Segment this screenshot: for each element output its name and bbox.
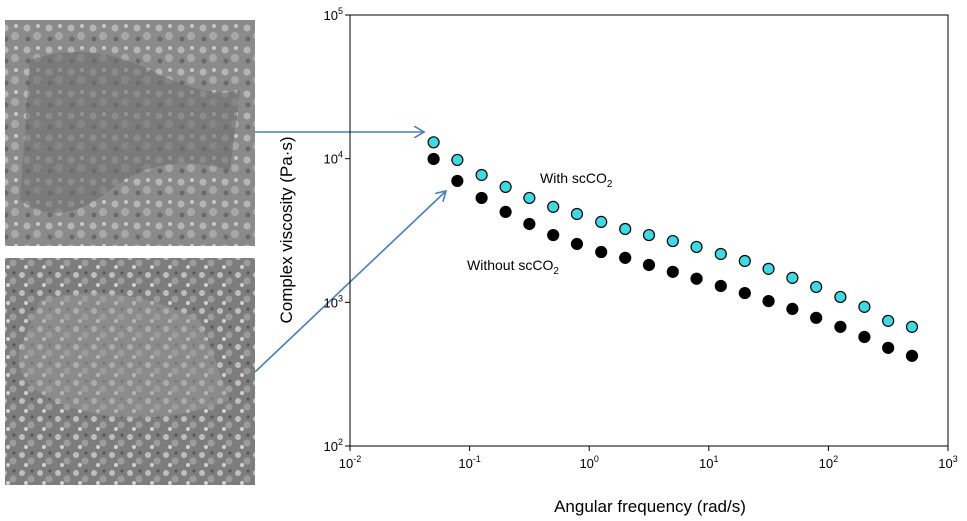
data-point: [523, 217, 536, 231]
sem-shade: [18, 293, 230, 418]
data-point: [547, 228, 560, 242]
data-point: [642, 258, 656, 272]
data-point: [451, 174, 464, 188]
data-point: [810, 311, 823, 324]
x-tick-label: 100: [579, 454, 598, 471]
data-point: [786, 271, 799, 284]
y-tick-label: 105: [324, 6, 343, 23]
data-point: [762, 262, 775, 275]
data-point: [786, 302, 799, 316]
data-point: [595, 245, 608, 259]
data-point: [690, 240, 703, 254]
x-tick-label: 102: [819, 454, 838, 471]
x-tick-label: 10-2: [339, 454, 361, 471]
data-point: [882, 314, 895, 327]
data-point: [810, 280, 823, 294]
data-point: [499, 180, 512, 194]
data-point: [762, 294, 775, 308]
data-point: [882, 341, 895, 354]
data-point: [905, 320, 919, 333]
x-tick-label: 103: [938, 454, 957, 471]
data-point: [666, 265, 679, 278]
data-point: [427, 136, 440, 149]
x-axis-label: Angular frequency (rad/s): [554, 497, 746, 516]
data-point: [834, 320, 847, 333]
data-point: [475, 191, 488, 205]
data-point: [738, 286, 751, 300]
data-point: [738, 254, 751, 268]
data-point: [666, 234, 679, 248]
x-tick-label: 10-1: [458, 454, 480, 471]
data-point: [595, 215, 608, 228]
data-point: [570, 207, 584, 221]
y-tick-label: 102: [324, 437, 343, 454]
data-point: [475, 168, 488, 182]
data-point: [714, 279, 727, 293]
data-point: [547, 200, 560, 213]
series-annotation: Without scCO2: [467, 257, 559, 277]
plot-frame: [349, 14, 949, 447]
data-point: [499, 205, 512, 219]
sem-shade: [20, 52, 240, 213]
data-point: [690, 272, 703, 285]
data-point: [523, 191, 536, 205]
series-annotation: With scCO2: [540, 170, 613, 190]
data-point: [858, 330, 871, 344]
data-point: [714, 247, 727, 261]
data-point: [834, 290, 847, 304]
data-point: [858, 300, 871, 313]
x-tick-label: 101: [699, 454, 718, 471]
y-axis-label: Complex viscosity (Pa·s): [277, 136, 296, 323]
data-point: [905, 349, 919, 362]
data-point: [619, 222, 632, 236]
data-point: [619, 251, 632, 264]
y-tick-label: 103: [324, 293, 343, 310]
y-tick-label: 104: [324, 150, 343, 167]
data-point: [427, 152, 440, 166]
data-point: [642, 228, 656, 242]
data-point: [451, 153, 464, 167]
data-point: [570, 237, 584, 251]
